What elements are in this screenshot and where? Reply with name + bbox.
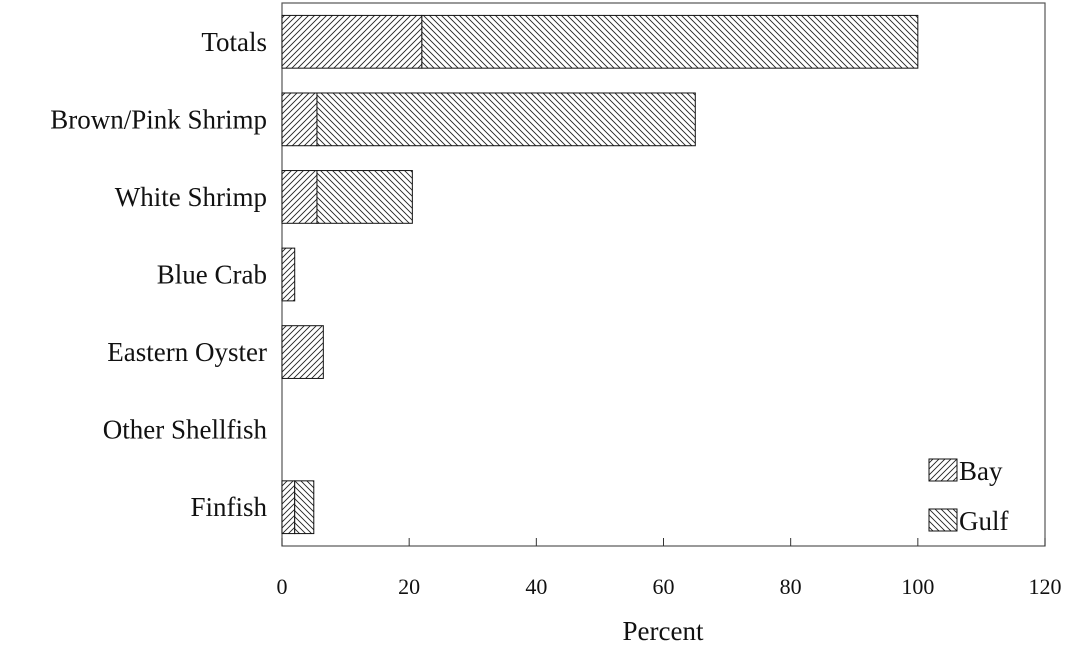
legend-swatch-gulf xyxy=(928,508,958,532)
bar-bay-white-shrimp xyxy=(281,170,318,224)
x-axis-title: Percent xyxy=(623,616,704,646)
x-tick-label-60: 60 xyxy=(653,574,675,599)
legend-swatch-bay xyxy=(928,458,958,482)
legend: Bay Gulf xyxy=(928,456,1009,536)
category-label-white-shrimp: White Shrimp xyxy=(115,182,267,212)
category-label-totals: Totals xyxy=(201,27,267,57)
bar-bay-brown-pink-shrimp xyxy=(281,92,318,147)
category-label-brown-pink-shrimp: Brown/Pink Shrimp xyxy=(50,104,267,134)
bar-bay-eastern-oyster xyxy=(281,325,324,379)
bar-gulf-brown-pink-shrimp xyxy=(316,92,696,147)
bars-layer xyxy=(281,14,919,535)
category-labels: Totals Brown/Pink Shrimp White Shrimp Blue … xyxy=(50,27,267,522)
x-tick-label-120: 120 xyxy=(1029,574,1062,599)
category-label-finfish: Finfish xyxy=(190,492,267,522)
category-label-other-shellfish: Other Shellfish xyxy=(103,415,268,445)
x-tick-label-20: 20 xyxy=(398,574,420,599)
legend-label-bay: Bay xyxy=(959,456,1003,486)
category-label-eastern-oyster: Eastern Oyster xyxy=(107,337,267,367)
bar-gulf-totals xyxy=(421,14,919,69)
bar-gulf-finfish xyxy=(294,480,315,535)
x-tick-label-100: 100 xyxy=(901,574,934,599)
bar-bay-blue-crab xyxy=(281,247,296,302)
x-tick-label-0: 0 xyxy=(277,574,288,599)
category-label-blue-crab: Blue Crab xyxy=(157,260,267,290)
x-axis-ticks xyxy=(281,538,1046,546)
bar-gulf-white-shrimp xyxy=(316,170,413,224)
bar-bay-totals xyxy=(281,14,423,69)
x-axis-tick-labels: 0 20 40 60 80 100 120 xyxy=(277,574,1062,599)
x-tick-label-80: 80 xyxy=(780,574,802,599)
bar-bay-finfish xyxy=(281,480,296,535)
legend-label-gulf: Gulf xyxy=(959,506,1009,536)
x-tick-label-40: 40 xyxy=(525,574,547,599)
